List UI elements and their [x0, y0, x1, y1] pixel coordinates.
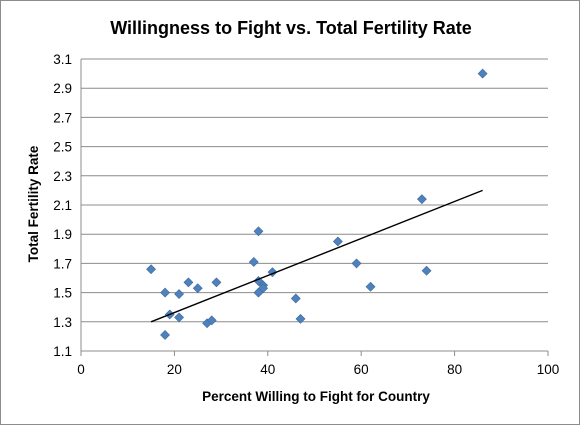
data-point [146, 264, 156, 275]
chart-title: Willingness to Fight vs. Total Fertility… [110, 18, 472, 38]
x-tick-label: 100 [537, 362, 560, 377]
data-point [206, 315, 217, 326]
y-tick-label: 3.1 [53, 52, 72, 67]
data-point [332, 236, 343, 247]
x-tick-label: 60 [354, 362, 369, 377]
data-point [477, 68, 488, 79]
y-tick-label: 2.1 [53, 198, 72, 213]
x-tick-label: 80 [447, 362, 462, 377]
trendline-group [150, 189, 483, 323]
x-tick-label: 20 [167, 362, 182, 377]
data-point [211, 277, 222, 288]
y-tick-label: 1.3 [53, 315, 72, 330]
y-tick-label: 1.5 [53, 286, 72, 301]
y-tick-label: 2.3 [53, 169, 72, 184]
data-point [416, 194, 427, 205]
y-tick-label: 1.1 [53, 344, 72, 359]
y-tick-label: 2.7 [53, 110, 72, 125]
data-point [174, 289, 184, 299]
y-tick-label: 2.5 [53, 140, 72, 155]
data-point [174, 312, 184, 323]
data-point [160, 330, 170, 340]
data-point [183, 277, 194, 288]
data-point [192, 283, 203, 294]
y-tick-label: 1.7 [53, 256, 72, 271]
data-point [351, 258, 362, 269]
data-point [421, 265, 432, 276]
data-point [253, 226, 264, 237]
data-point [365, 281, 376, 292]
data-point [290, 293, 301, 304]
tick-labels: 1.1 1.3 1.5 1.7 1.9 2.1 2.3 2.5 2.7 2.9 3.1 0 20 40 60… [53, 52, 559, 377]
data-point [295, 313, 306, 324]
x-tick-label: 0 [77, 362, 85, 377]
trendline [150, 189, 483, 323]
y-axis-label: Total Fertility Rate [26, 145, 41, 262]
x-tick-label: 40 [260, 362, 275, 377]
y-tick-label: 1.9 [53, 227, 72, 242]
x-axis-label: Percent Willing to Fight for Country [202, 389, 430, 404]
gridlines [81, 58, 548, 323]
data-points [146, 68, 488, 340]
data-point [160, 287, 170, 298]
data-point [258, 283, 269, 294]
data-point [248, 257, 259, 267]
y-tick-label: 2.9 [53, 81, 72, 96]
axes [80, 59, 549, 356]
